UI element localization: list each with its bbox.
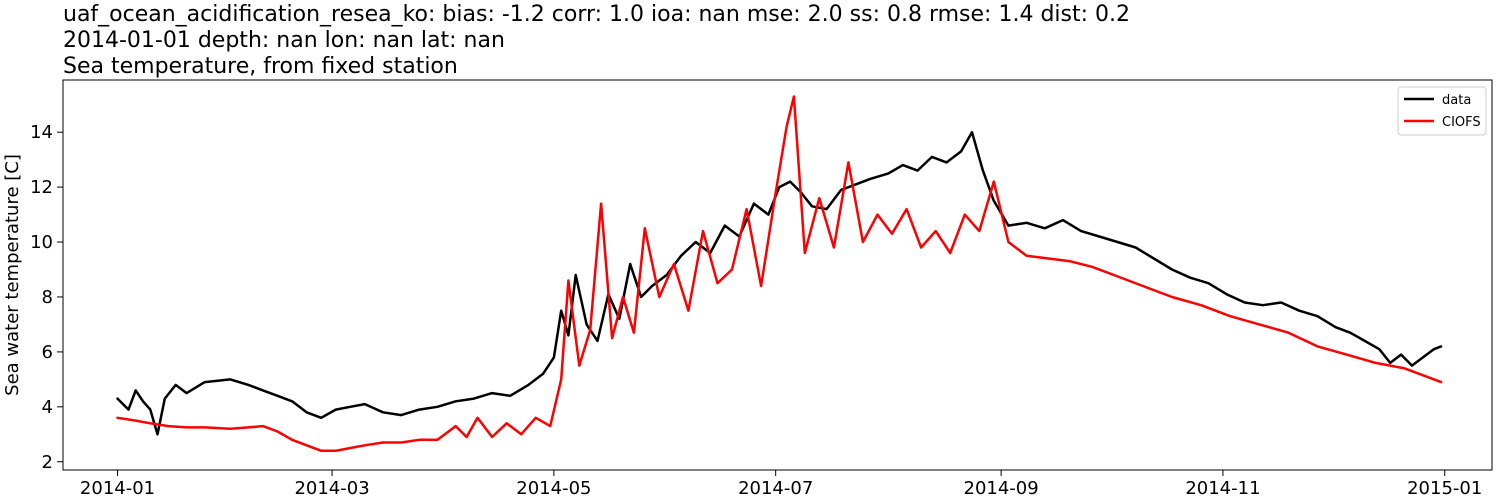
series-layer <box>116 95 1443 453</box>
x-tick-label: 2015-01 <box>1407 478 1482 499</box>
x-tick-label: 2014-03 <box>294 478 369 499</box>
chart-title-description: Sea temperature, from fixed station <box>63 54 458 79</box>
axis-layer: 2014-01 2014-03 2014-05 2014-07 2014-09 2014-… <box>30 122 1482 499</box>
x-tick-label: 2014-01 <box>80 478 155 499</box>
chart-title-metrics: uaf_ocean_acidification_resea_ko: bias: … <box>63 2 1130 27</box>
plot-area-background <box>63 80 1492 470</box>
y-tick-label: 14 <box>30 122 53 143</box>
x-tick-label: 2014-07 <box>738 478 813 499</box>
x-tick-label: 2014-09 <box>964 478 1039 499</box>
y-tick-label: 2 <box>42 452 53 473</box>
plot-frame <box>62 79 1493 471</box>
x-tick-label: 2014-05 <box>516 478 591 499</box>
y-tick-label: 10 <box>30 232 53 253</box>
y-tick-label: 12 <box>30 177 53 198</box>
legend-label-data: data <box>1442 93 1471 108</box>
y-tick-label: 6 <box>42 342 53 363</box>
chart-title-location: 2014-01-01 depth: nan lon: nan lat: nan <box>63 28 505 53</box>
y-tick-label: 8 <box>42 287 53 308</box>
series-line-data <box>116 130 1443 436</box>
legend-label-ciofs: CIOFS <box>1442 115 1481 130</box>
legend: data CIOFS <box>1397 86 1487 136</box>
x-tick-label: 2014-11 <box>1185 478 1260 499</box>
y-axis-label: Sea water temperature [C] <box>2 154 23 396</box>
series-line-ciofs <box>116 95 1443 453</box>
y-tick-label: 4 <box>42 397 53 418</box>
